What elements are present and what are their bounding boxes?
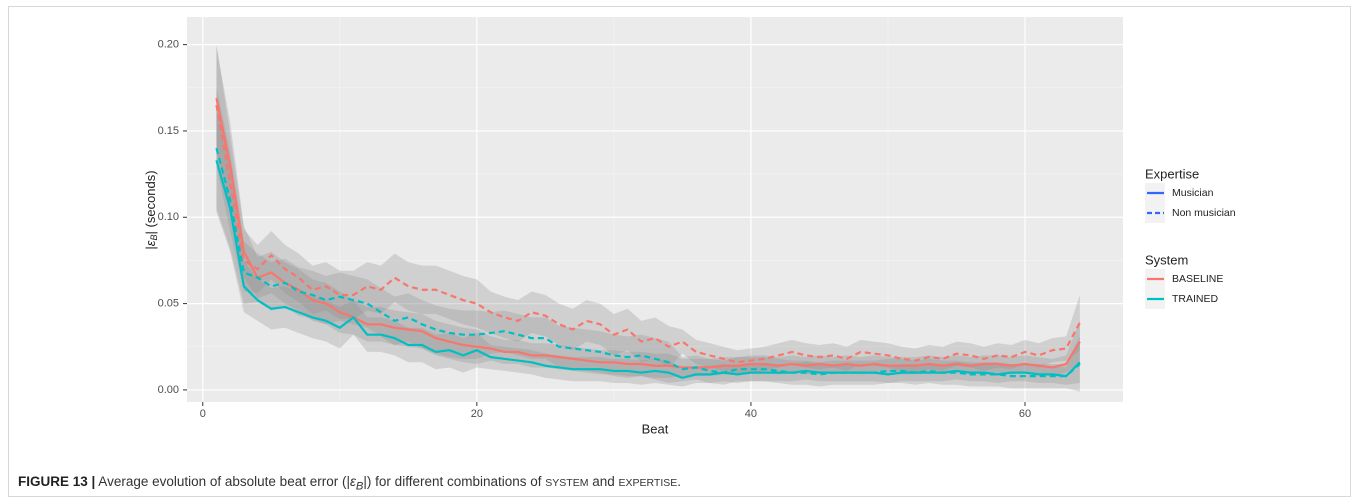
grid: [187, 17, 1123, 402]
y-label-part: ε: [143, 240, 158, 246]
legend-label: Non musician: [1172, 207, 1236, 219]
y-tick-label: 0.20: [158, 39, 179, 51]
legend-title: System: [1145, 252, 1188, 267]
caption-text: and: [588, 474, 619, 489]
caption: FIGURE 13 | Average evolution of absolut…: [18, 474, 681, 493]
series-line: [215, 104, 1081, 364]
legend-label: TRAINED: [1172, 293, 1219, 305]
x-tick-label: 60: [1019, 408, 1031, 420]
axes: 0 20 40 60 0.00 0.05 0.10 0.15 0.20: [158, 39, 1032, 420]
caption-text: Average evolution of absolute beat error…: [95, 474, 350, 489]
caption-text: .: [677, 474, 682, 489]
series-line: [215, 159, 1081, 379]
x-tick-label: 40: [745, 408, 757, 420]
plot-panel: [187, 17, 1123, 402]
y-label-part: | (seconds): [143, 170, 158, 234]
x-tick-label: 0: [200, 408, 206, 420]
legend-label: Musician: [1172, 187, 1214, 199]
series-line: [215, 97, 1081, 369]
bands: [216, 44, 1080, 392]
series-line: [215, 147, 1081, 378]
caption-text: B: [355, 480, 364, 493]
y-tick-label: 0.10: [158, 211, 179, 223]
confidence-band: [216, 44, 1080, 375]
caption-text: |) for different combinations of: [363, 474, 546, 489]
caption-text: EXPERTISE: [618, 477, 678, 489]
y-label-part: |: [143, 246, 158, 249]
legend-title: Expertise: [1145, 166, 1199, 181]
y-tick-label: 0.05: [158, 297, 179, 309]
caption-text: SYSTEM: [545, 477, 589, 489]
y-axis-label: |εB| (seconds): [143, 170, 159, 249]
legend: Expertise Musician Non musician System BASEL…: [1145, 166, 1236, 309]
caption-text: ε: [349, 474, 356, 489]
y-tick-label: 0.00: [158, 384, 179, 396]
lines: [215, 97, 1081, 379]
figure-frame: [8, 6, 1351, 497]
x-axis-label: Beat: [642, 421, 669, 436]
caption-label: FIGURE 13 |: [18, 474, 96, 489]
legend-label: BASELINE: [1172, 273, 1223, 285]
confidence-band: [216, 87, 1080, 392]
x-tick-label: 20: [471, 408, 483, 420]
y-label-part: B: [149, 234, 159, 240]
y-tick-label: 0.15: [158, 125, 179, 137]
